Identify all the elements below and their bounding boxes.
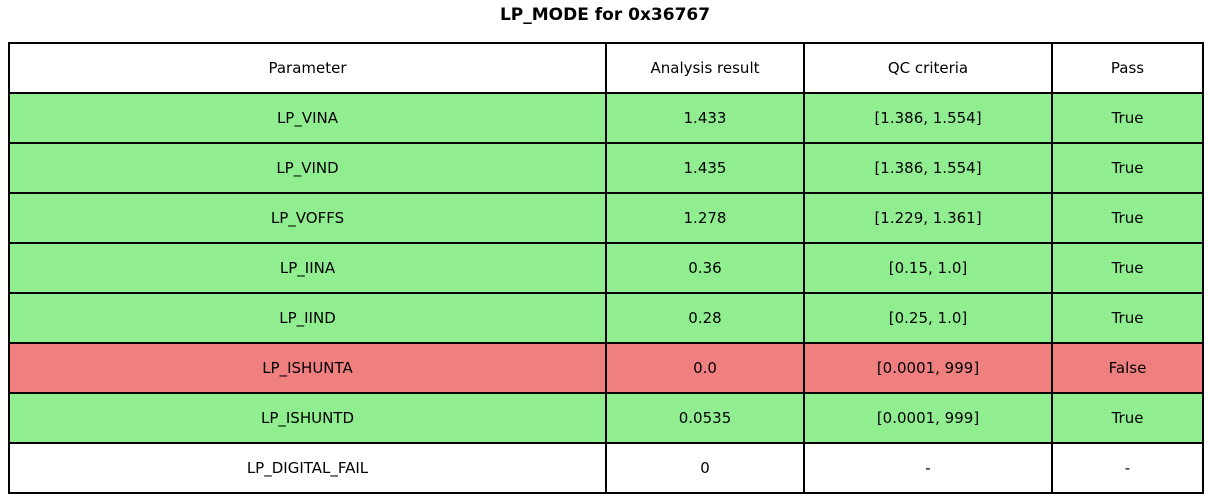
table-row: LP_ISHUNTA 0.0 [0.0001, 999] False (8, 342, 1204, 394)
qc-criteria-cell: [0.25, 1.0] (803, 292, 1053, 344)
column-header-analysis-result: Analysis result (605, 42, 805, 94)
parameter-cell: LP_VIND (8, 142, 607, 194)
header-row: Parameter Analysis result QC criteria Pa… (8, 42, 1204, 94)
pass-cell: True (1051, 192, 1204, 244)
pass-cell: - (1051, 442, 1204, 494)
table-row: LP_IINA 0.36 [0.15, 1.0] True (8, 242, 1204, 294)
table-row: LP_IIND 0.28 [0.25, 1.0] True (8, 292, 1204, 344)
parameter-cell: LP_DIGITAL_FAIL (8, 442, 607, 494)
analysis-result-cell: 0.36 (605, 242, 805, 294)
column-header-parameter: Parameter (8, 42, 607, 94)
table-row: LP_VOFFS 1.278 [1.229, 1.361] True (8, 192, 1204, 244)
analysis-result-cell: 1.435 (605, 142, 805, 194)
analysis-result-cell: 0.0535 (605, 392, 805, 444)
qc-criteria-cell: [0.0001, 999] (803, 392, 1053, 444)
pass-cell: True (1051, 242, 1204, 294)
pass-cell: True (1051, 92, 1204, 144)
pass-cell: False (1051, 342, 1204, 394)
parameter-cell: LP_IIND (8, 292, 607, 344)
analysis-result-cell: 0.28 (605, 292, 805, 344)
parameter-cell: LP_VINA (8, 92, 607, 144)
table-row: LP_ISHUNTD 0.0535 [0.0001, 999] True (8, 392, 1204, 444)
parameter-cell: LP_ISHUNTA (8, 342, 607, 394)
table-row: LP_VIND 1.435 [1.386, 1.554] True (8, 142, 1204, 194)
qc-criteria-cell: [1.229, 1.361] (803, 192, 1053, 244)
parameter-cell: LP_ISHUNTD (8, 392, 607, 444)
analysis-result-cell: 0 (605, 442, 805, 494)
qc-criteria-cell: [0.15, 1.0] (803, 242, 1053, 294)
qc-results-table: Parameter Analysis result QC criteria Pa… (8, 42, 1204, 494)
qc-criteria-cell: [1.386, 1.554] (803, 92, 1053, 144)
table-body: LP_VINA 1.433 [1.386, 1.554] True LP_VIN… (8, 92, 1204, 494)
analysis-result-cell: 1.433 (605, 92, 805, 144)
pass-cell: True (1051, 292, 1204, 344)
qc-criteria-cell: - (803, 442, 1053, 494)
parameter-cell: LP_VOFFS (8, 192, 607, 244)
analysis-result-cell: 1.278 (605, 192, 805, 244)
table-row: LP_DIGITAL_FAIL 0 - - (8, 442, 1204, 494)
page-title: LP_MODE for 0x36767 (499, 5, 711, 25)
parameter-cell: LP_IINA (8, 242, 607, 294)
analysis-result-cell: 0.0 (605, 342, 805, 394)
column-header-qc-criteria: QC criteria (803, 42, 1053, 94)
qc-criteria-cell: [1.386, 1.554] (803, 142, 1053, 194)
qc-criteria-cell: [0.0001, 999] (803, 342, 1053, 394)
table-header: Parameter Analysis result QC criteria Pa… (8, 42, 1204, 94)
pass-cell: True (1051, 392, 1204, 444)
column-header-pass: Pass (1051, 42, 1204, 94)
table-row: LP_VINA 1.433 [1.386, 1.554] True (8, 92, 1204, 144)
pass-cell: True (1051, 142, 1204, 194)
